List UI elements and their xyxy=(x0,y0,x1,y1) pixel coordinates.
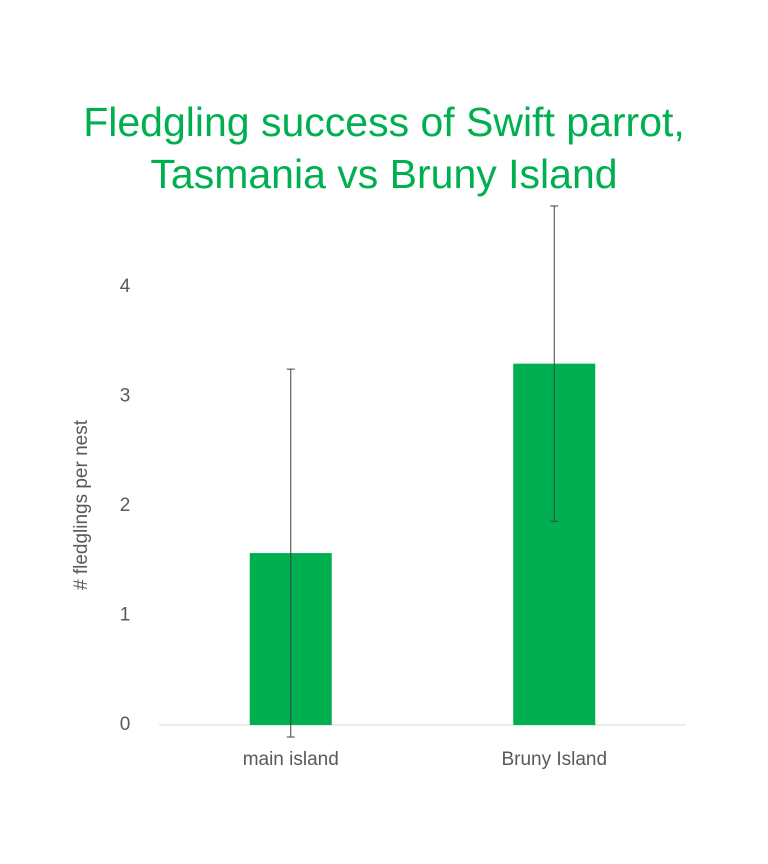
error-bar xyxy=(550,205,559,522)
y-tick-label: 1 xyxy=(120,605,131,626)
y-axis-label: # fledglings per nest xyxy=(71,419,92,590)
x-tick-label: main island xyxy=(243,749,339,770)
y-tick-label: 3 xyxy=(120,386,131,407)
chart-title: Fledgling success of Swift parrot, Tasma… xyxy=(83,99,685,197)
y-tick-label: 0 xyxy=(120,714,131,735)
y-tick-label: 2 xyxy=(120,495,131,516)
x-tick-label: Bruny Island xyxy=(501,749,607,770)
y-tick-label: 4 xyxy=(120,276,131,297)
error-bar xyxy=(286,368,295,738)
